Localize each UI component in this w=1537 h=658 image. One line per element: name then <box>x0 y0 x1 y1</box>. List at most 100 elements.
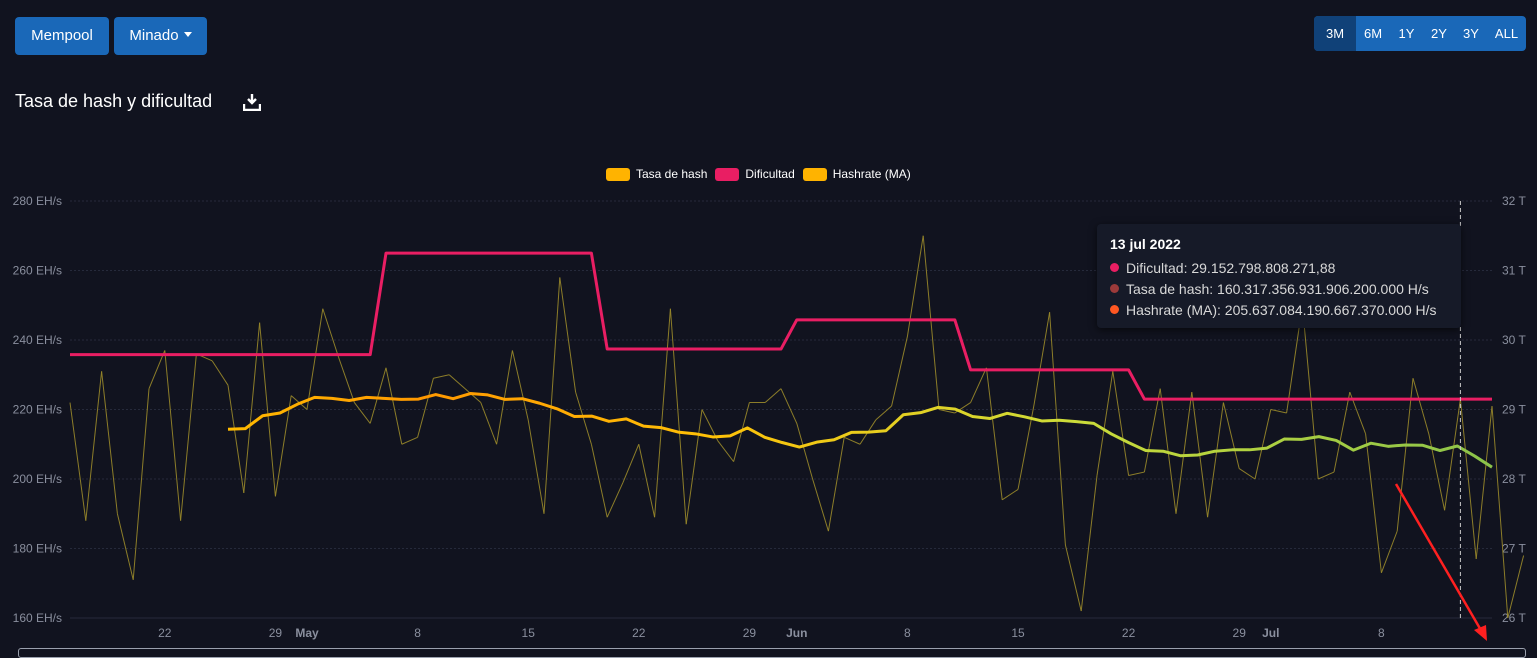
hashrate-segment <box>985 367 1003 500</box>
tooltip-difficulty-text: Dificultad: 29.152.798.808.271,88 <box>1126 259 1336 276</box>
y-right-tick-label: 27 T <box>1502 542 1526 556</box>
range-2y-button[interactable]: 2Y <box>1431 26 1447 41</box>
range-6m-button[interactable]: 6M <box>1363 26 1383 41</box>
hashrate-segment <box>354 402 371 424</box>
y-right-tick-label: 29 T <box>1502 403 1526 417</box>
hashrate-segment <box>85 371 103 521</box>
hashrate-segment <box>1064 544 1082 612</box>
range-3y-button[interactable]: 3Y <box>1463 26 1479 41</box>
hashrate-segment <box>622 444 640 483</box>
hashrate-segment <box>259 322 276 497</box>
legend-item-hashrate[interactable]: Tasa de hash <box>606 166 707 182</box>
x-tick-label: 8 <box>414 626 421 640</box>
hashrate-segment <box>970 367 987 403</box>
tooltip-row-hashrate: Tasa de hash: 160.317.356.931.906.200.00… <box>1110 278 1448 299</box>
hashrate-ma-line <box>227 392 1493 469</box>
hashrate-segment <box>590 444 608 518</box>
hashrate-segment <box>1254 409 1272 480</box>
hashrate-segment <box>764 388 782 403</box>
hashrate-segment <box>575 391 592 445</box>
hashrate-segment <box>306 308 324 410</box>
hashrate-segment <box>338 357 355 403</box>
annotation-arrow <box>1394 483 1484 633</box>
hashrate-ma-dot-icon <box>1110 305 1119 314</box>
y-right-tick-label: 28 T <box>1502 472 1526 486</box>
hashrate-segment <box>417 378 434 438</box>
x-tick-label: Jul <box>1262 626 1279 640</box>
hashrate-segment <box>1459 399 1477 559</box>
y-left-tick-label: 260 EH/s <box>13 264 62 278</box>
hashrate-segment <box>274 395 292 497</box>
hashrate-segment <box>559 277 577 393</box>
hashrate-segment <box>211 360 229 386</box>
hashrate-segment <box>906 235 924 337</box>
legend-swatch <box>715 167 740 181</box>
legend-item-difficulty[interactable]: Dificultad <box>715 166 795 182</box>
minado-label: Minado <box>129 27 179 44</box>
page-title: Tasa de hash y dificultad <box>15 91 213 111</box>
annotation-arrow-head <box>1474 625 1487 641</box>
hashrate-segment <box>496 350 513 445</box>
chart-tooltip: 13 jul 2022 Dificultad: 29.152.798.808.2… <box>1097 224 1461 328</box>
hashrate-segment <box>796 423 814 480</box>
hashrate-segment <box>132 388 150 580</box>
hashrate-segment <box>1380 530 1398 574</box>
data-zoom-slider[interactable] <box>18 648 1526 658</box>
hashrate-segment <box>669 308 687 525</box>
y-left-tick-label: 200 EH/s <box>13 472 62 486</box>
range-1y-button[interactable]: 1Y <box>1398 26 1415 41</box>
x-tick-label: 15 <box>1011 626 1025 640</box>
hashrate-segment <box>1317 471 1335 480</box>
range-3m-button[interactable]: 3M <box>1314 16 1356 51</box>
hashrate-segment <box>875 405 892 421</box>
hashrate-segment <box>1096 371 1114 476</box>
hashrate-segment <box>480 402 498 445</box>
hashrate-segment <box>922 235 940 410</box>
hashrate-segment <box>243 322 261 493</box>
caret-down-icon <box>183 32 192 37</box>
hashrate-segment <box>1507 555 1525 619</box>
hashrate-segment <box>1396 378 1414 532</box>
hashrate-segment <box>1475 405 1493 559</box>
chart-legend: Tasa de hash Dificultad Hashrate (MA) <box>606 166 919 182</box>
x-tick-label: 29 <box>269 626 283 640</box>
hashrate-segment <box>1270 409 1287 414</box>
minado-dropdown-button[interactable]: Minado <box>114 17 207 55</box>
y-right-tick-label: 30 T <box>1502 333 1526 347</box>
legend-label: Dificultad <box>745 167 795 181</box>
hashrate-segment <box>1049 312 1066 546</box>
hashrate-segment <box>780 388 798 424</box>
download-icon[interactable] <box>243 93 261 111</box>
x-tick-label: May <box>295 626 319 640</box>
tooltip-date: 13 jul 2022 <box>1110 236 1181 252</box>
range-all-button[interactable]: ALL <box>1494 26 1519 41</box>
hashrate-segment <box>606 482 624 518</box>
hashrate-segment <box>1333 392 1351 473</box>
hashrate-segment <box>1143 388 1161 473</box>
legend-label: Tasa de hash <box>636 167 708 181</box>
hashrate-segment <box>654 308 671 518</box>
hashrate-segment <box>69 402 87 521</box>
y-left-tick-label: 160 EH/s <box>13 611 62 625</box>
tooltip-row-hashrate-ma: Hashrate (MA): 205.637.084.190.667.370.0… <box>1110 299 1448 320</box>
hashrate-segment <box>148 350 166 389</box>
hashrate-segment <box>369 367 387 424</box>
x-tick-label: 29 <box>743 626 757 640</box>
hashrate-segment <box>1128 471 1145 477</box>
mempool-button[interactable]: Mempool <box>15 17 109 55</box>
hashrate-segment <box>180 353 197 521</box>
y-left-tick-label: 220 EH/s <box>13 403 62 417</box>
legend-item-hashrate-ma[interactable]: Hashrate (MA) <box>802 166 911 182</box>
hashrate-segment <box>891 336 908 407</box>
hashrate-segment <box>527 419 545 514</box>
hashrate-segment <box>101 371 118 514</box>
hashrate-segment <box>1207 402 1224 518</box>
hashrate-segment <box>1491 405 1509 619</box>
x-tick-label: 15 <box>522 626 536 640</box>
y-right-tick-label: 32 T <box>1502 194 1526 208</box>
hashrate-segment <box>511 350 529 421</box>
difficulty-dot-icon <box>1110 263 1119 272</box>
tooltip-hashrate-text: Tasa de hash: 160.317.356.931.906.200.00… <box>1126 280 1429 297</box>
hashrate-segment <box>638 444 656 518</box>
